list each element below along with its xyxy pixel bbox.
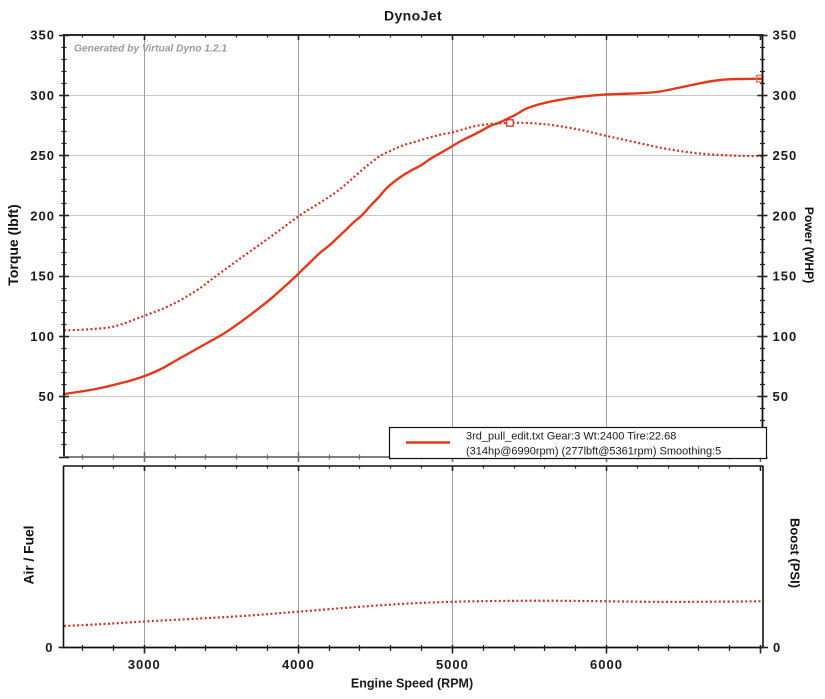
svg-text:250: 250 (30, 148, 55, 163)
svg-text:350: 350 (773, 28, 798, 43)
svg-text:(314hp@6990rpm) (277lbft@5361r: (314hp@6990rpm) (277lbft@5361rpm) Smooth… (466, 446, 721, 458)
svg-text:3rd_pull_edit.txt Gear:3 Wt:24: 3rd_pull_edit.txt Gear:3 Wt:2400 Tire:22… (466, 431, 676, 443)
svg-text:6000: 6000 (590, 657, 623, 672)
svg-text:200: 200 (30, 208, 55, 223)
svg-text:200: 200 (773, 208, 798, 223)
svg-text:Engine Speed (RPM): Engine Speed (RPM) (351, 677, 473, 691)
svg-text:0: 0 (45, 640, 52, 655)
svg-text:DynoJet: DynoJet (384, 8, 442, 24)
svg-text:3000: 3000 (128, 657, 161, 672)
svg-text:50: 50 (773, 389, 789, 404)
svg-text:100: 100 (30, 329, 55, 344)
svg-text:100: 100 (773, 329, 798, 344)
svg-text:5000: 5000 (436, 657, 469, 672)
svg-text:Torque (lbft): Torque (lbft) (5, 204, 21, 285)
svg-text:Air / Fuel: Air / Fuel (22, 525, 37, 584)
svg-text:300: 300 (30, 88, 55, 103)
svg-text:Boost (PSI): Boost (PSI) (788, 518, 803, 588)
svg-text:50: 50 (39, 389, 55, 404)
svg-text:Power (WHP): Power (WHP) (802, 207, 816, 284)
svg-text:150: 150 (773, 269, 798, 284)
svg-text:250: 250 (773, 148, 798, 163)
svg-text:350: 350 (30, 28, 55, 43)
svg-text:300: 300 (773, 88, 798, 103)
svg-text:Generated by Virtual Dyno 1.2.: Generated by Virtual Dyno 1.2.1 (74, 44, 227, 55)
svg-text:150: 150 (30, 269, 55, 284)
svg-text:0: 0 (773, 640, 780, 655)
svg-text:4000: 4000 (282, 657, 315, 672)
